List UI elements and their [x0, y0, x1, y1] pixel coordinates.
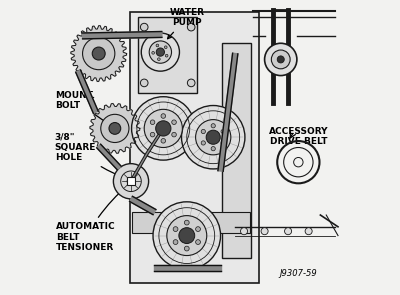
Circle shape — [173, 240, 178, 245]
Polygon shape — [218, 53, 238, 171]
Circle shape — [144, 109, 182, 148]
Circle shape — [156, 121, 171, 136]
Polygon shape — [130, 196, 156, 215]
Circle shape — [141, 33, 180, 71]
FancyBboxPatch shape — [127, 178, 135, 185]
Circle shape — [172, 120, 176, 124]
Text: WATER
PUMP: WATER PUMP — [168, 8, 204, 39]
Text: J9307-59: J9307-59 — [280, 269, 317, 278]
Circle shape — [261, 228, 268, 235]
Polygon shape — [71, 26, 126, 81]
Circle shape — [161, 114, 166, 118]
Circle shape — [221, 130, 225, 134]
Circle shape — [182, 106, 245, 169]
Circle shape — [179, 228, 195, 243]
Circle shape — [140, 79, 148, 87]
Circle shape — [264, 43, 297, 76]
Circle shape — [184, 246, 189, 251]
Circle shape — [172, 132, 176, 137]
Circle shape — [152, 52, 154, 54]
Circle shape — [211, 147, 215, 151]
FancyBboxPatch shape — [132, 212, 250, 233]
Circle shape — [158, 58, 160, 60]
Circle shape — [167, 216, 207, 255]
Circle shape — [101, 114, 129, 142]
Polygon shape — [90, 104, 140, 153]
Circle shape — [271, 50, 290, 69]
Circle shape — [277, 56, 284, 63]
Circle shape — [113, 164, 149, 199]
Circle shape — [153, 202, 220, 269]
Circle shape — [187, 23, 195, 31]
Circle shape — [196, 240, 200, 245]
FancyBboxPatch shape — [130, 12, 259, 283]
Text: MOUNT.
BOLT: MOUNT. BOLT — [55, 91, 112, 126]
Circle shape — [284, 228, 292, 235]
FancyBboxPatch shape — [222, 43, 251, 258]
Circle shape — [150, 120, 155, 124]
Circle shape — [149, 41, 172, 63]
Text: AUTOMATIC
BELT
TENSIONER: AUTOMATIC BELT TENSIONER — [56, 185, 128, 252]
FancyBboxPatch shape — [53, 1, 347, 294]
Polygon shape — [76, 70, 98, 113]
Circle shape — [164, 46, 167, 49]
Circle shape — [196, 119, 231, 155]
Circle shape — [206, 130, 220, 144]
Circle shape — [305, 228, 312, 235]
Circle shape — [127, 178, 135, 185]
Text: 3/8"
SQUARE
HOLE: 3/8" SQUARE HOLE — [55, 132, 124, 178]
Circle shape — [211, 124, 215, 128]
Text: ACCESSORY
DRIVE BELT: ACCESSORY DRIVE BELT — [269, 127, 328, 146]
Circle shape — [165, 54, 168, 57]
Circle shape — [196, 227, 200, 232]
Circle shape — [156, 48, 164, 56]
Polygon shape — [82, 32, 162, 39]
Circle shape — [161, 139, 166, 143]
Circle shape — [201, 141, 206, 145]
Circle shape — [150, 132, 155, 137]
Circle shape — [109, 122, 121, 134]
Circle shape — [156, 44, 159, 47]
Circle shape — [132, 97, 195, 160]
Circle shape — [240, 228, 248, 235]
Polygon shape — [97, 144, 121, 170]
Circle shape — [92, 47, 105, 60]
Circle shape — [184, 220, 189, 225]
Circle shape — [201, 130, 206, 134]
Circle shape — [187, 79, 195, 87]
Circle shape — [82, 37, 115, 70]
Circle shape — [173, 227, 178, 232]
Polygon shape — [154, 265, 220, 271]
FancyBboxPatch shape — [138, 17, 197, 93]
Circle shape — [140, 23, 148, 31]
Circle shape — [221, 141, 225, 145]
